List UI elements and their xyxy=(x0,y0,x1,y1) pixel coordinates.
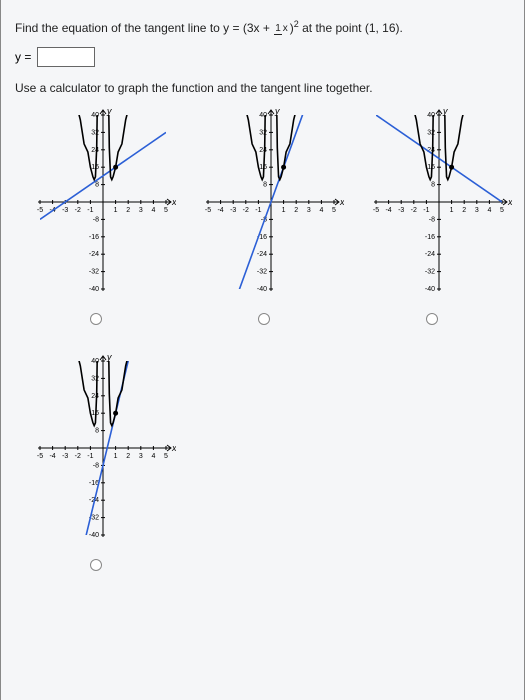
svg-text:-40: -40 xyxy=(257,286,267,293)
svg-text:-5: -5 xyxy=(373,207,379,214)
svg-text:-3: -3 xyxy=(62,453,68,460)
svg-text:24: 24 xyxy=(91,147,99,154)
svg-text:y: y xyxy=(274,106,280,116)
svg-text:3: 3 xyxy=(307,207,311,214)
svg-text:-2: -2 xyxy=(243,207,249,214)
exponent: 2 xyxy=(294,19,299,29)
svg-text:4: 4 xyxy=(151,207,155,214)
radio-d[interactable] xyxy=(90,559,102,571)
svg-text:8: 8 xyxy=(95,428,99,435)
svg-text:-32: -32 xyxy=(89,269,99,276)
svg-text:-3: -3 xyxy=(398,207,404,214)
svg-text:24: 24 xyxy=(91,393,99,400)
svg-text:-2: -2 xyxy=(75,453,81,460)
svg-text:-5: -5 xyxy=(37,453,43,460)
svg-text:x: x xyxy=(507,197,512,207)
svg-text:1: 1 xyxy=(114,207,118,214)
radio-b[interactable] xyxy=(258,313,270,325)
svg-text:5: 5 xyxy=(332,207,336,214)
svg-text:24: 24 xyxy=(259,147,267,154)
page-container: Find the equation of the tangent line to… xyxy=(0,0,525,700)
svg-text:32: 32 xyxy=(427,129,435,136)
svg-text:1: 1 xyxy=(450,207,454,214)
svg-text:1: 1 xyxy=(114,453,118,460)
svg-text:8: 8 xyxy=(95,182,99,189)
svg-text:3: 3 xyxy=(139,453,143,460)
svg-text:4: 4 xyxy=(319,207,323,214)
svg-text:-1: -1 xyxy=(87,207,93,214)
svg-text:-40: -40 xyxy=(89,286,99,293)
svg-text:-24: -24 xyxy=(89,251,99,258)
svg-text:-8: -8 xyxy=(429,216,435,223)
svg-text:8: 8 xyxy=(431,182,435,189)
svg-text:4: 4 xyxy=(487,207,491,214)
svg-text:-3: -3 xyxy=(62,207,68,214)
graph-c-svg: -5-4-3-2-112345-40-32-24-16-8816243240xy xyxy=(352,105,512,305)
graph-b-svg: -5-4-3-2-112345-40-32-24-16-8816243240xy xyxy=(184,105,344,305)
problem-suffix: at the point (1, 16). xyxy=(302,21,403,35)
svg-text:2: 2 xyxy=(462,207,466,214)
fraction: 1x xyxy=(274,24,289,34)
svg-text:-2: -2 xyxy=(411,207,417,214)
svg-text:-4: -4 xyxy=(385,207,391,214)
svg-text:32: 32 xyxy=(91,375,99,382)
svg-text:-5: -5 xyxy=(37,207,43,214)
frac-den: x xyxy=(282,23,289,34)
svg-text:y: y xyxy=(106,352,112,362)
graph-option-a[interactable]: -5-4-3-2-112345-40-32-24-16-8816243240xy xyxy=(15,105,177,345)
svg-text:-32: -32 xyxy=(425,269,435,276)
graph-a-svg: -5-4-3-2-112345-40-32-24-16-8816243240xy xyxy=(16,105,176,305)
svg-text:-32: -32 xyxy=(257,269,267,276)
graph-option-c[interactable]: -5-4-3-2-112345-40-32-24-16-8816243240xy xyxy=(351,105,513,345)
frac-num: 1 xyxy=(274,23,282,35)
svg-text:2: 2 xyxy=(294,207,298,214)
svg-text:-40: -40 xyxy=(425,286,435,293)
svg-text:1: 1 xyxy=(282,207,286,214)
graphs-grid: -5-4-3-2-112345-40-32-24-16-8816243240xy… xyxy=(15,105,510,591)
radio-a[interactable] xyxy=(90,313,102,325)
svg-text:-16: -16 xyxy=(425,234,435,241)
problem-statement: Find the equation of the tangent line to… xyxy=(15,18,510,37)
svg-text:32: 32 xyxy=(259,129,267,136)
svg-text:x: x xyxy=(171,443,176,453)
svg-text:-8: -8 xyxy=(93,216,99,223)
svg-text:-4: -4 xyxy=(49,453,55,460)
answer-input[interactable] xyxy=(37,47,95,67)
svg-text:4: 4 xyxy=(151,453,155,460)
func-left: (3x + xyxy=(243,21,273,35)
svg-text:-3: -3 xyxy=(230,207,236,214)
graph-d-svg: -5-4-3-2-112345-40-32-24-16-8816243240xy xyxy=(16,351,176,551)
svg-text:32: 32 xyxy=(91,129,99,136)
svg-text:5: 5 xyxy=(164,453,168,460)
problem-prefix: Find the equation of the tangent line to… xyxy=(15,21,243,35)
svg-text:5: 5 xyxy=(500,207,504,214)
radio-c[interactable] xyxy=(426,313,438,325)
svg-text:-24: -24 xyxy=(257,251,267,258)
svg-text:x: x xyxy=(339,197,344,207)
graph-option-d[interactable]: -5-4-3-2-112345-40-32-24-16-8816243240xy xyxy=(15,351,177,591)
svg-text:-1: -1 xyxy=(87,453,93,460)
svg-text:-16: -16 xyxy=(89,234,99,241)
svg-text:-8: -8 xyxy=(93,462,99,469)
svg-text:y: y xyxy=(106,106,112,116)
svg-text:2: 2 xyxy=(126,207,130,214)
svg-text:-1: -1 xyxy=(423,207,429,214)
svg-text:-1: -1 xyxy=(255,207,261,214)
svg-text:-40: -40 xyxy=(89,532,99,539)
answer-line: y = xyxy=(15,47,510,67)
svg-text:x: x xyxy=(171,197,176,207)
svg-text:y: y xyxy=(442,106,448,116)
svg-text:-24: -24 xyxy=(425,251,435,258)
answer-label: y = xyxy=(15,50,31,64)
svg-text:-4: -4 xyxy=(217,207,223,214)
graph-option-b[interactable]: -5-4-3-2-112345-40-32-24-16-8816243240xy xyxy=(183,105,345,345)
svg-text:-5: -5 xyxy=(205,207,211,214)
instruction-text: Use a calculator to graph the function a… xyxy=(15,81,510,95)
svg-text:3: 3 xyxy=(475,207,479,214)
svg-text:3: 3 xyxy=(139,207,143,214)
svg-text:2: 2 xyxy=(126,453,130,460)
svg-text:5: 5 xyxy=(164,207,168,214)
svg-text:8: 8 xyxy=(263,182,267,189)
svg-text:-2: -2 xyxy=(75,207,81,214)
